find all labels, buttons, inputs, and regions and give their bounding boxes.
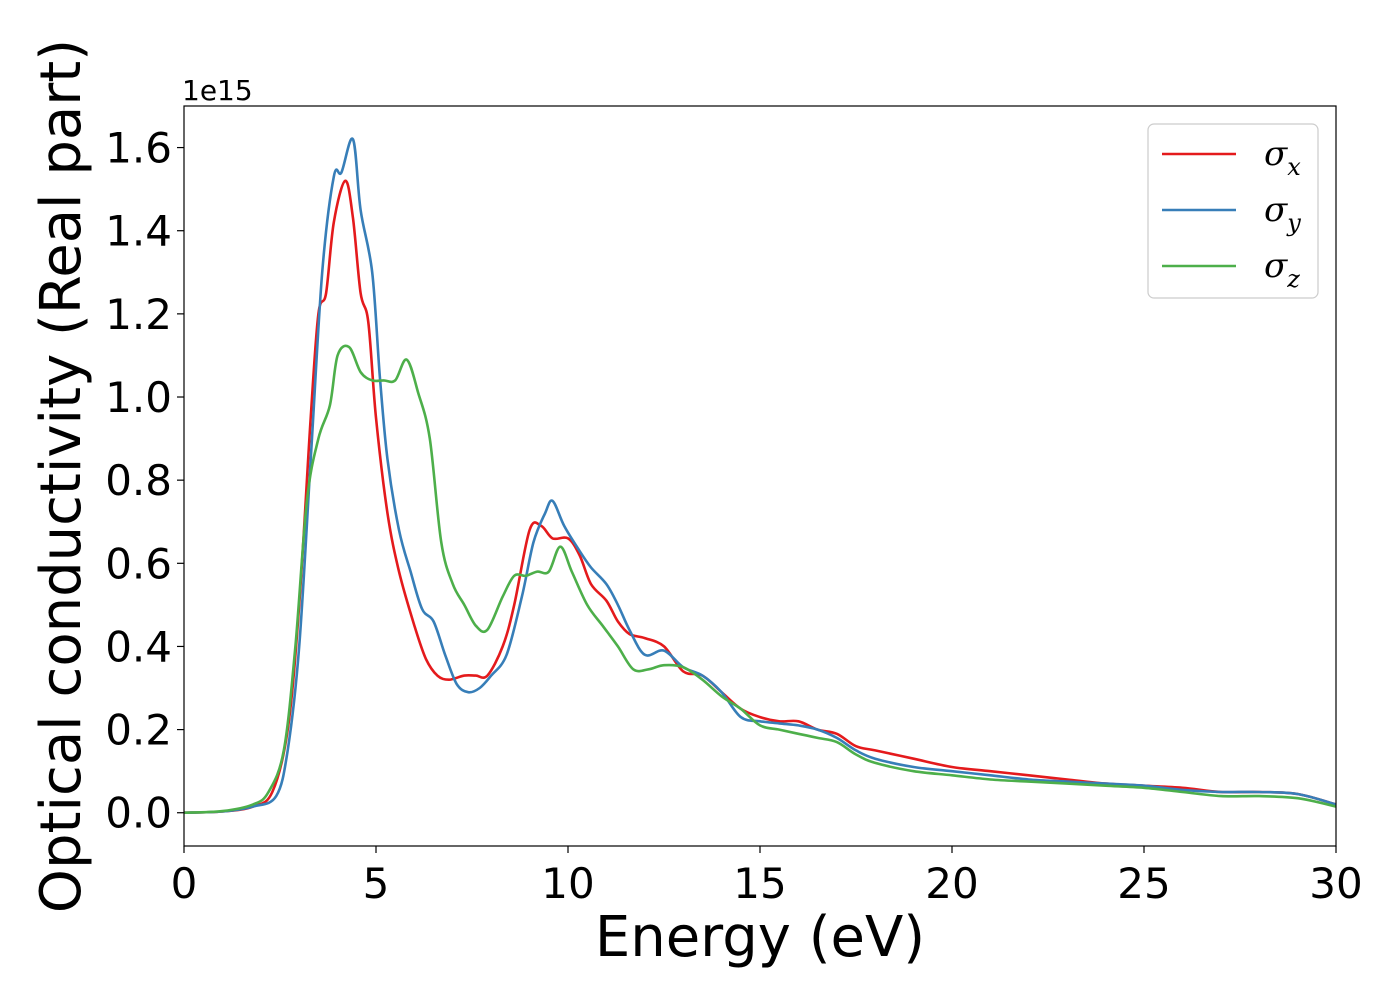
x-tick-label: 30: [1309, 859, 1362, 908]
y-offset-label: 1e15: [182, 74, 253, 107]
x-tick-label: 20: [925, 859, 978, 908]
series-line-y: [183, 137, 1337, 814]
y-tick-label: 0.4: [105, 622, 172, 671]
y-tick-label: 0.6: [105, 539, 172, 588]
x-tick-label: 0: [171, 859, 198, 908]
x-tick-label: 10: [541, 859, 594, 908]
y-tick-label: 0.2: [105, 706, 172, 755]
y-tick-label: 0.8: [105, 456, 172, 505]
y-tick-label: 1.0: [105, 373, 172, 422]
legend-label-x: σx: [1264, 134, 1301, 181]
y-tick-label: 1.6: [105, 124, 172, 173]
y-tick-label: 1.4: [105, 207, 172, 256]
series-line-z: [183, 344, 1337, 814]
y-axis-ticks: 0.0 0.2 0.4 0.6 0.8 1.0 1.2 1.4 1.6: [105, 124, 184, 838]
x-axis-ticks: 0 5 10 15 20 25 30: [171, 846, 1363, 908]
x-tick-label: 5: [363, 859, 390, 908]
y-tick-label: 1.2: [105, 290, 172, 339]
series-layer: [183, 137, 1337, 814]
x-tick-label: 15: [733, 859, 786, 908]
y-axis-title: Optical conductivity (Real part): [29, 39, 94, 913]
y-tick-label: 0.0: [105, 789, 172, 838]
series-line-x: [183, 179, 1337, 814]
x-tick-label: 25: [1117, 859, 1170, 908]
x-axis-title: Energy (eV): [595, 905, 925, 970]
